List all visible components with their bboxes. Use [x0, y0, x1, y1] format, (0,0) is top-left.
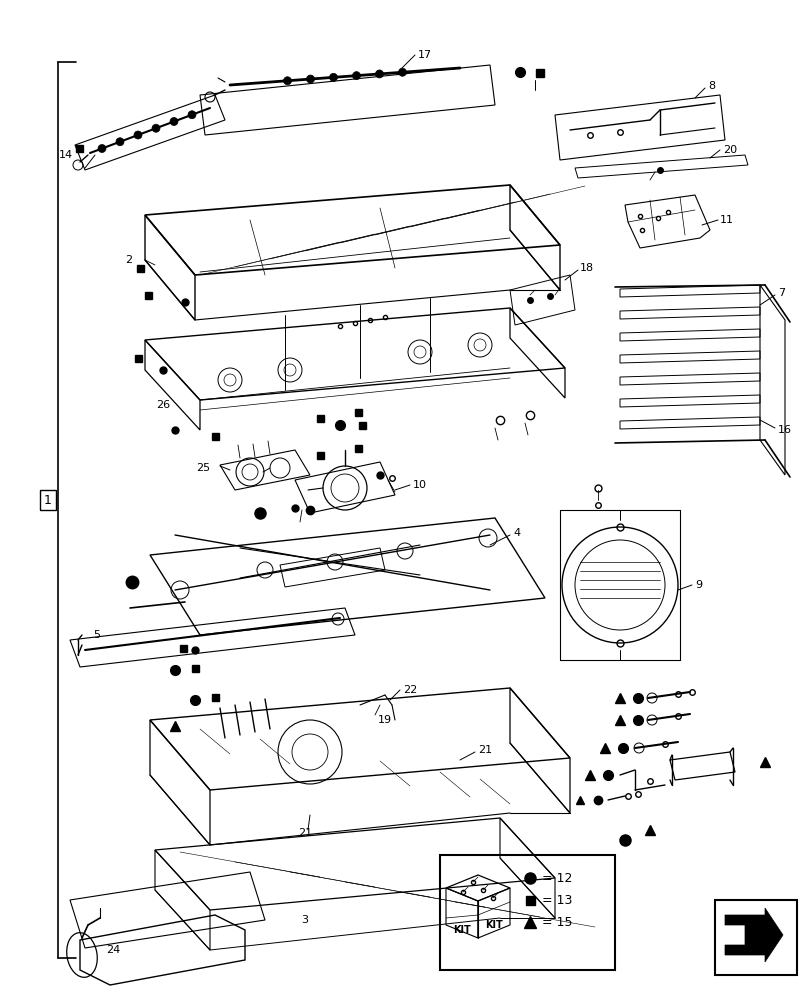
- Bar: [355, 408, 361, 416]
- Text: 4: 4: [513, 528, 520, 538]
- Bar: [317, 414, 323, 422]
- Text: 21: 21: [298, 828, 312, 838]
- Bar: [212, 694, 218, 700]
- Text: 16: 16: [778, 425, 792, 435]
- Text: = 15: = 15: [542, 916, 573, 928]
- Bar: [134, 355, 141, 361]
- Text: 10: 10: [413, 480, 427, 490]
- Text: 3: 3: [301, 915, 309, 925]
- Text: 14: 14: [59, 150, 73, 160]
- Text: 11: 11: [720, 215, 734, 225]
- Text: 24: 24: [106, 945, 120, 955]
- Bar: [536, 69, 544, 77]
- Bar: [317, 452, 323, 458]
- Text: 18: 18: [580, 263, 594, 273]
- Text: = 13: = 13: [542, 894, 572, 906]
- Polygon shape: [725, 908, 783, 962]
- Text: 26: 26: [156, 400, 170, 410]
- Circle shape: [116, 138, 124, 146]
- Bar: [191, 664, 199, 672]
- Bar: [179, 645, 187, 652]
- Text: 7: 7: [778, 288, 785, 298]
- Text: 17: 17: [418, 50, 432, 60]
- Text: = 12: = 12: [542, 871, 572, 884]
- Circle shape: [170, 117, 178, 125]
- Bar: [212, 432, 218, 440]
- Text: 5: 5: [93, 630, 100, 640]
- Text: 20: 20: [723, 145, 737, 155]
- Circle shape: [284, 77, 292, 85]
- Bar: [359, 422, 365, 428]
- Bar: [145, 292, 152, 298]
- Bar: [715, 900, 797, 975]
- Text: 2: 2: [125, 255, 132, 265]
- Text: 21: 21: [478, 745, 492, 755]
- Bar: [525, 896, 535, 904]
- Text: 1: 1: [44, 493, 52, 506]
- Circle shape: [188, 111, 196, 119]
- Circle shape: [152, 124, 160, 132]
- Bar: [75, 144, 82, 151]
- Text: 8: 8: [708, 81, 715, 91]
- Bar: [137, 264, 144, 271]
- Circle shape: [376, 70, 384, 78]
- Circle shape: [134, 131, 142, 139]
- Bar: [355, 444, 361, 452]
- Circle shape: [98, 144, 106, 152]
- Circle shape: [330, 73, 338, 81]
- Text: 19: 19: [378, 715, 392, 725]
- Text: KIT: KIT: [453, 925, 471, 935]
- Bar: [440, 855, 615, 970]
- Text: 25: 25: [196, 463, 210, 473]
- Text: 22: 22: [403, 685, 417, 695]
- Text: 9: 9: [695, 580, 702, 590]
- Circle shape: [352, 72, 360, 80]
- Circle shape: [398, 68, 406, 76]
- Text: KIT: KIT: [485, 920, 503, 930]
- Circle shape: [306, 75, 314, 83]
